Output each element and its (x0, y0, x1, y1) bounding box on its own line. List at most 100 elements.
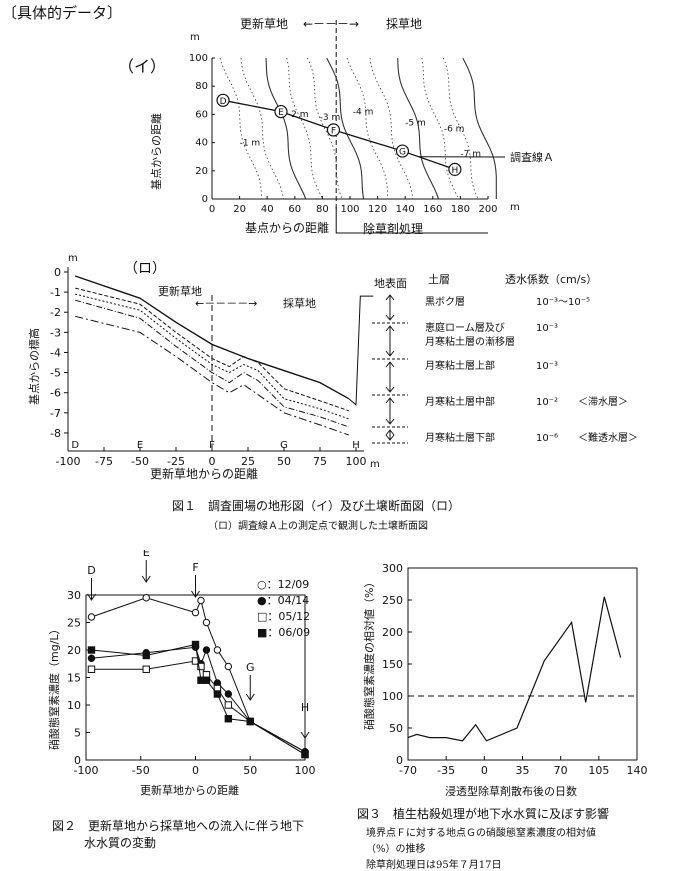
map-x-tick-label: 60 (288, 204, 301, 215)
fig2-point (302, 751, 308, 757)
map-xlabel: 基点からの距離 (245, 221, 329, 235)
contour-label: -1 m (240, 138, 261, 148)
fig3-note-1: 境界点Ｆに対する地点Ｇの硝酸態窒素濃度の相対値 (366, 824, 596, 839)
map-y-tick-label: 100 (189, 53, 208, 64)
fig3-y-tick-label: 100 (382, 690, 403, 703)
layer-perm: 10⁻³～10⁻⁵ (536, 297, 590, 308)
section-point-label: E (137, 440, 143, 451)
fig3-x-tick-label: 70 (554, 764, 568, 777)
map-ylabel: 基点からの距離 (149, 113, 163, 190)
survey-line-label: 調査線Ａ (510, 150, 554, 164)
fig1-caption: 図１ 調査圃場の地形図（イ）及び土壌断面図（ロ） (172, 497, 460, 514)
section-x-tick-label: 100 (346, 455, 367, 468)
section-unit-x: m (370, 459, 380, 470)
layer-name: 月寒粘土層上部 (425, 359, 495, 372)
survey-point-label: H (451, 166, 458, 176)
map-treatment-label: 除草剤処理 (363, 221, 423, 236)
map-y-tick-label: 60 (195, 109, 208, 120)
map-x-tick-label: 180 (451, 204, 470, 215)
section-x-tick-label: -100 (56, 455, 81, 468)
fig2-caption-2: 水水質の変動 (84, 834, 156, 851)
fig2-point (143, 595, 149, 601)
legend-head-layer: 土層 (428, 273, 450, 286)
section-y-tick-label: -7 (50, 407, 61, 420)
fig2-series-05-12 (92, 661, 306, 755)
section-x-tick-label: -25 (167, 455, 185, 468)
section-y-tick-label: -1 (50, 286, 61, 299)
fig3-y-tick-label: 250 (382, 594, 403, 607)
section-point-label: G (280, 440, 288, 451)
fig2-ylabel: 硝酸態窒素濃度（mg/L） (47, 623, 61, 750)
fig2-point-label: E (143, 550, 150, 559)
fig2-point (198, 597, 204, 603)
fig1-subcaption: （ロ）調査線Ａ上の測定点で観測した土壌断面図 (208, 517, 428, 532)
fig3-note-2: （%）の推移 (366, 840, 426, 855)
fig2-point (192, 609, 198, 615)
topographic-map: （イ） 更新草地 ←－－－→ 採草地 基点からの距離 基点からの距離 m m 除… (0, 0, 693, 245)
section-label: （ロ） (124, 261, 166, 277)
fig3-x-tick-label: 0 (481, 764, 488, 777)
section-y-tick-label: -6 (50, 387, 61, 400)
survey-point-label: F (331, 126, 336, 136)
fig2-y-tick-label: 10 (67, 699, 81, 712)
fig3-y-tick-label: 50 (389, 722, 403, 735)
map-label: （イ） (118, 57, 166, 76)
layer-perm: 10⁻³ (536, 361, 558, 372)
contour-label: -6 m (444, 124, 465, 134)
surface-label: 地表面 (374, 276, 407, 290)
map-unit: m (190, 32, 200, 43)
section-ylabel: 基点からの標高 (27, 328, 41, 405)
fig2-point (225, 702, 231, 708)
fig2-legend-1: ○：12/09 (257, 576, 309, 592)
section-y-tick-label: -3 (50, 326, 61, 339)
fig2-legend-2: ●：04/14 (257, 592, 309, 608)
fig2-x-tick-label: -50 (132, 764, 150, 777)
fig2-point (88, 655, 94, 661)
contour-line (266, 58, 306, 199)
map-region-left: 更新草地 (240, 16, 288, 31)
fig2-y-tick-label: 30 (67, 589, 81, 602)
section-region-right: 採草地 (283, 296, 316, 310)
fig2-point (225, 663, 231, 669)
map-unit-x: m (510, 202, 520, 213)
layer-name: 黒ボク層 (425, 296, 465, 308)
map-y-tick-label: 80 (195, 81, 208, 92)
layer-name: 恵庭ローム層及び (425, 321, 505, 334)
contour-line (241, 58, 284, 199)
section-y-tick-label: -5 (50, 367, 61, 380)
fig2-point (143, 652, 149, 658)
section-x-tick-label: -50 (131, 455, 149, 468)
contour-label: -3 m (320, 113, 341, 123)
fig3-x-tick-label: -70 (399, 764, 417, 777)
fig2-point (203, 647, 209, 653)
fig2-point (203, 677, 209, 683)
survey-line (223, 100, 455, 169)
map-x-tick-label: 20 (233, 204, 246, 215)
fig3-x-tick-label: 35 (516, 764, 530, 777)
fig2-point (88, 614, 94, 620)
fig3-x-tick-label: 140 (627, 764, 648, 777)
section-region-arrow: ←－－－－→ (195, 297, 257, 310)
fig2-caption-1: 図２ 更新草地から採草地への流入に伴う地下 (52, 817, 304, 834)
legend-head-perm: 透水係数（cm/s） (505, 273, 597, 286)
fig3-frame (408, 568, 637, 760)
contour-line (220, 58, 262, 199)
fig2-legend-4: ■：06/09 (257, 624, 310, 640)
layer-perm: 10⁻² (536, 397, 558, 408)
surface-edge (349, 296, 373, 405)
contour-label: -7 m (460, 150, 481, 160)
fig2-y-tick-label: 25 (67, 617, 81, 630)
section-x-tick-label: 50 (277, 455, 291, 468)
layer-note: ＜滞水層＞ (578, 396, 628, 408)
fig3-ylabel: 硝酸態窒素濃度の相対値（%） (362, 577, 376, 730)
fig3-xlabel: 浸透型除草剤散布後の日数 (445, 784, 577, 798)
fig2-point (225, 716, 231, 722)
map-x-tick-label: 0 (209, 204, 215, 215)
section-unit-y: m (68, 253, 78, 264)
fig3-note-3: 除草剤処理日は95年７月17日 (366, 856, 501, 871)
fig2-point-label: H (301, 701, 309, 714)
layer-perm: 10⁻³ (536, 323, 558, 334)
map-region-right: 採草地 (386, 17, 422, 31)
map-x-tick-label: 40 (261, 204, 274, 215)
